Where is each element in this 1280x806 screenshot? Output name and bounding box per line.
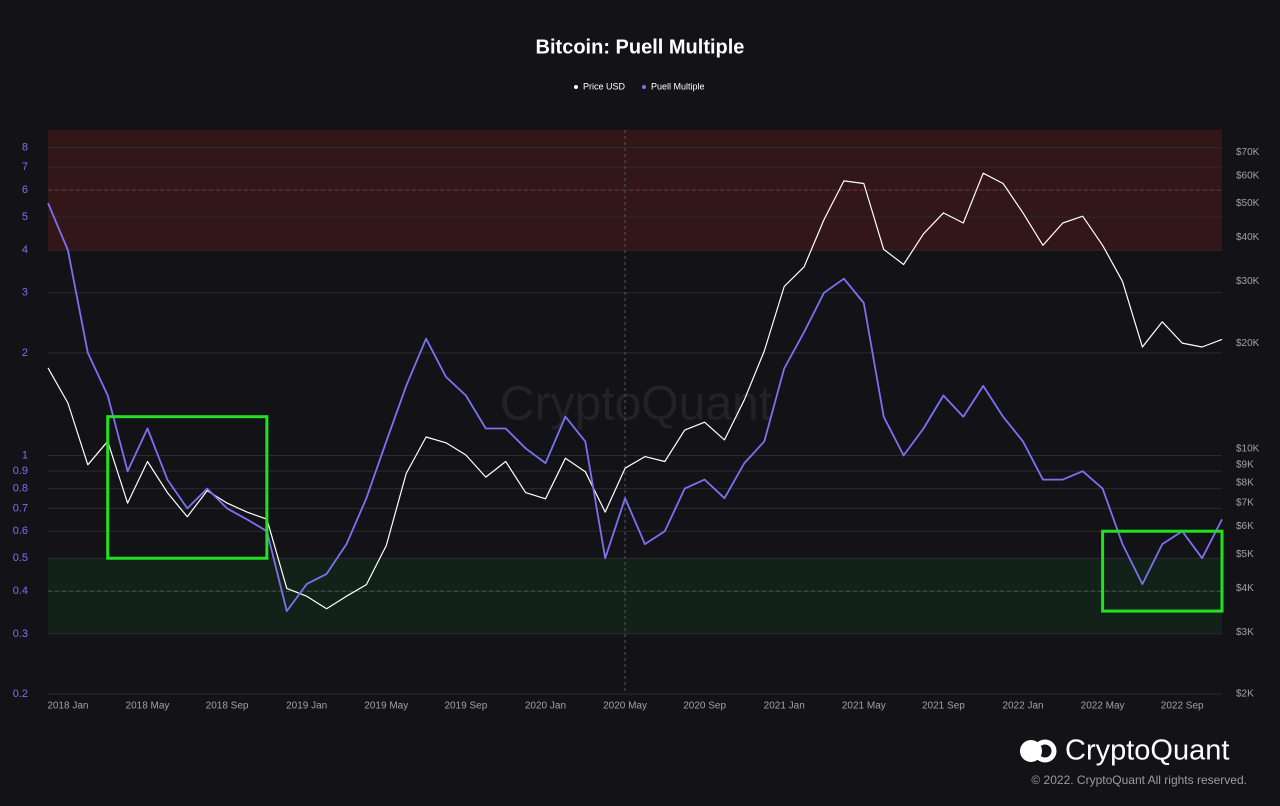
y2-tick-label: $30K [1236, 276, 1260, 287]
y-tick-label: 0.4 [13, 585, 28, 597]
x-tick-label: 2022 Sep [1161, 701, 1204, 712]
logo: CryptoQuant [1020, 735, 1229, 767]
legend-label: Puell Multiple [651, 81, 705, 91]
x-tick-label: 2018 May [126, 701, 170, 712]
series-line [47, 172, 1223, 610]
y-tick-label: 6 [22, 184, 28, 196]
x-tick-label: 2022 May [1081, 701, 1125, 712]
x-tick-label: 2018 Jan [47, 701, 88, 712]
series-line [47, 202, 1223, 612]
legend-marker [574, 85, 578, 89]
y-tick-label: 5 [22, 211, 28, 223]
logo-text: CryptoQuant [1065, 735, 1229, 767]
watermark: CryptoQuant [500, 378, 772, 431]
y-tick-label: 0.6 [13, 525, 28, 537]
y2-tick-label: $6K [1236, 521, 1254, 532]
chart-title: Bitcoin: Puell Multiple [536, 36, 745, 58]
y-tick-label: 0.3 [13, 628, 28, 640]
x-tick-label: 2020 Sep [683, 701, 726, 712]
y2-tick-label: $60K [1236, 170, 1260, 181]
x-tick-label: 2021 Jan [764, 701, 805, 712]
y-tick-label: 4 [22, 244, 28, 256]
highlight-box [1101, 529, 1224, 613]
y2-tick-label: $8K [1236, 477, 1254, 488]
y2-tick-label: $20K [1236, 338, 1260, 349]
y-tick-label: 0.8 [13, 483, 28, 495]
y2-tick-label: $4K [1236, 583, 1254, 594]
x-tick-label: 2018 Sep [206, 701, 249, 712]
y2-tick-label: $10K [1236, 443, 1260, 454]
highlight-box [106, 415, 269, 560]
y2-tick-label: $7K [1236, 498, 1254, 509]
x-tick-label: 2019 May [364, 701, 408, 712]
y2-tick-label: $70K [1236, 147, 1260, 158]
logo-icon [1033, 739, 1057, 763]
y2-tick-label: $50K [1236, 198, 1260, 209]
x-tick-label: 2019 Sep [444, 701, 487, 712]
y2-tick-label: $2K [1236, 689, 1254, 700]
y2-tick-label: $5K [1236, 549, 1254, 560]
y2-tick-label: $9K [1236, 459, 1254, 470]
y-tick-label: 8 [22, 141, 28, 153]
copyright: © 2022. CryptoQuant All rights reserved. [1031, 773, 1247, 787]
y-tick-label: 0.2 [13, 688, 28, 700]
x-tick-label: 2020 May [603, 701, 647, 712]
y-tick-label: 0.9 [13, 465, 28, 477]
x-tick-label: 2020 Jan [525, 701, 566, 712]
x-tick-label: 2021 Sep [922, 701, 965, 712]
zone-band [48, 558, 1222, 634]
legend-marker [642, 85, 647, 89]
y2-tick-label: $40K [1236, 232, 1260, 243]
x-tick-label: 2019 Jan [286, 701, 327, 712]
y-tick-label: 0.7 [13, 502, 28, 514]
y-tick-label: 2 [22, 347, 28, 359]
y-tick-label: 7 [22, 161, 28, 173]
y2-tick-label: $3K [1236, 627, 1254, 638]
y-tick-label: 0.5 [13, 552, 28, 564]
bands [48, 130, 1222, 634]
legend-label: Price USD [583, 81, 626, 91]
y-tick-label: 3 [22, 287, 28, 299]
y-tick-label: 1 [22, 449, 28, 461]
x-tick-label: 2022 Jan [1002, 701, 1043, 712]
x-tick-label: 2021 May [842, 701, 886, 712]
